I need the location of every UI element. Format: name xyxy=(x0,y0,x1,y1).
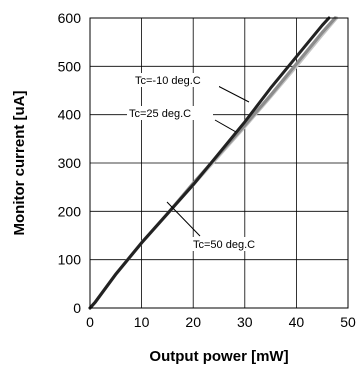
series-line-1 xyxy=(88,16,331,310)
x-tick-label: 0 xyxy=(86,314,94,330)
y-tick-label: 300 xyxy=(58,155,82,171)
y-tick-label: 0 xyxy=(73,300,81,316)
annotation-leader xyxy=(214,119,237,133)
x-tick-label: 20 xyxy=(185,314,201,330)
grid xyxy=(89,17,349,309)
plot-frame xyxy=(89,17,349,309)
x-tick-label: 40 xyxy=(289,314,305,330)
y-tick-label: 400 xyxy=(58,107,82,123)
annotation-label: Tc=25 deg.C xyxy=(129,108,191,120)
x-axis-title: Output power [mW] xyxy=(149,348,288,365)
y-tick-label: 200 xyxy=(58,203,82,219)
y-tick-label: 500 xyxy=(58,58,82,74)
annotations: Tc=-10 deg.C Tc=25 deg.C Tc=50 deg.C xyxy=(127,73,277,251)
y-tick-label: 100 xyxy=(58,252,82,268)
annotation-label: Tc=-10 deg.C xyxy=(135,75,201,87)
annotation-leader xyxy=(217,85,250,103)
annotation-background xyxy=(133,73,219,87)
annotation-label: Tc=50 deg.C xyxy=(193,239,255,251)
x-tick-label: 50 xyxy=(340,314,356,330)
x-tick-label: 30 xyxy=(237,314,253,330)
series-group xyxy=(88,16,339,310)
annotation-background xyxy=(127,106,213,120)
x-tick-label: 10 xyxy=(134,314,150,330)
y-tick-label: 600 xyxy=(58,10,82,26)
annotation-background xyxy=(191,237,277,251)
annotation-leader xyxy=(166,201,201,237)
y-axis-title: Monitor current [uA] xyxy=(11,91,28,236)
